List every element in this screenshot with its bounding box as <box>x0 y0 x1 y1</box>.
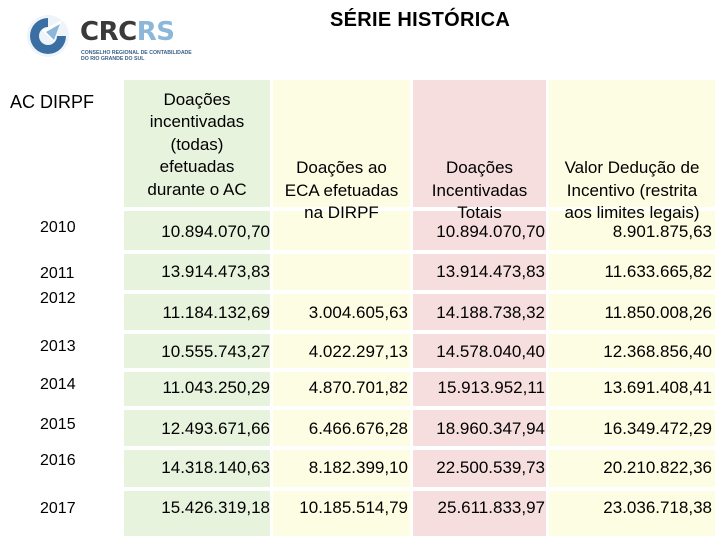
brand-name: CRCRS <box>80 17 175 47</box>
table-cell: 13.691.408,41 <box>603 378 712 397</box>
row-header: AC DIRPF <box>0 78 122 208</box>
table-cell: 23.036.718,38 <box>603 498 712 517</box>
row-separator <box>122 290 718 294</box>
table-cell: 10.894.070,70 <box>161 222 270 241</box>
brand-subtitle-2: DO RIO GRANDE DO SUL <box>81 56 145 62</box>
table-cell: 6.466.676,28 <box>308 419 408 438</box>
row-separator <box>122 446 718 450</box>
row-separator <box>122 487 718 491</box>
column-header-1: Doações incentivadas (todas) efetuadas d… <box>124 86 270 204</box>
column-header-3: Doações Incentivadas Totais <box>413 86 546 250</box>
table-cell: 16.349.472,29 <box>603 419 712 438</box>
column-header-line: Incentivo (restrita <box>566 180 698 200</box>
column-header-line: ECA efetuadas <box>284 180 399 200</box>
table-cell: 15.426.319,18 <box>161 498 270 517</box>
column-header-line: Incentivadas <box>431 180 528 200</box>
year-label: 2016 <box>40 452 76 469</box>
brand-subtitle-1: CONSELHO REGIONAL DE CONTABILIDADE <box>81 50 192 56</box>
table-cell: 22.500.539,73 <box>436 458 545 477</box>
column-header-line: (todas) <box>170 134 224 154</box>
table-cell: 11.043.250,29 <box>162 378 270 397</box>
crcrs-emblem-icon <box>27 15 69 57</box>
year-label: 2015 <box>40 416 76 433</box>
table-cell: 10.185.514,79 <box>299 498 408 517</box>
table-cell: 14.188.738,32 <box>436 303 545 322</box>
row-separator <box>122 207 718 211</box>
column-header-line: na DIRPF <box>304 203 379 223</box>
year-label: 2012 <box>40 290 76 307</box>
table-cell: 15.913.952,11 <box>437 378 545 397</box>
table-cell: 14.578.040,40 <box>436 342 545 361</box>
table-cell: 10.555.743,27 <box>161 342 270 361</box>
table-cell: 20.210.822,36 <box>603 458 712 477</box>
table-cell: 3.004.605,63 <box>308 303 408 322</box>
row-header-label: AC DIRPF <box>10 92 95 112</box>
brand-rs: RS <box>136 17 175 47</box>
year-label: 2017 <box>40 500 76 517</box>
table-cell: 4.022.297,13 <box>308 342 408 361</box>
year-label: 2013 <box>40 338 76 355</box>
column-header-line: durante o AC <box>147 179 247 199</box>
column-header-line: Doações ao <box>296 158 387 178</box>
table-cell: 13.914.473,83 <box>436 262 545 281</box>
column-bg-1 <box>124 80 270 536</box>
column-header-line: Doações <box>445 158 514 178</box>
table-cell: 8.182.399,10 <box>308 458 408 477</box>
table-cell: 14.318.140,63 <box>161 458 270 477</box>
column-bg-3 <box>413 80 546 536</box>
table-cell: 12.368.856,40 <box>603 342 712 361</box>
table-cell: 13.914.473,83 <box>161 262 270 281</box>
brand-crc: CRC <box>80 17 137 47</box>
table-cell: 8.901.875,63 <box>612 222 712 241</box>
table-cell: 11.850.008,26 <box>604 303 712 322</box>
column-bg-2 <box>273 80 410 536</box>
column-header-2: Doações ao ECA efetuadas na DIRPF <box>273 86 410 250</box>
row-separator <box>122 250 718 254</box>
column-header-line: Doações <box>163 89 231 109</box>
column-header-line: Totais <box>457 203 502 223</box>
year-label: 2010 <box>40 219 76 236</box>
table-cell: 4.870.701,82 <box>308 378 408 397</box>
row-separator <box>122 368 718 372</box>
table-cell: 25.611.833,97 <box>437 498 545 517</box>
table-cell: 11.633.665,82 <box>604 262 712 281</box>
year-label: 2014 <box>40 376 76 393</box>
column-header-line: incentivadas <box>149 112 245 132</box>
page-title: SÉRIE HISTÓRICA <box>330 9 511 31</box>
column-header-line: Valor Dedução de <box>564 158 700 178</box>
column-header-line: aos limites legais) <box>564 203 700 223</box>
column-header-4: Valor Dedução de Incentivo (restrita aos… <box>549 86 715 250</box>
table-cell: 18.960.347,94 <box>436 419 545 438</box>
table-cell: 11.184.132,69 <box>162 303 270 322</box>
row-separator <box>122 406 718 410</box>
table-cell: 12.493.671,66 <box>161 419 270 438</box>
table-cell: 10.894.070,70 <box>436 222 545 241</box>
row-separator <box>122 330 718 334</box>
column-bg-4 <box>549 80 715 536</box>
crcrs-logo: CRCRS CONSELHO REGIONAL DE CONTABILIDADE… <box>24 12 224 64</box>
year-label: 2011 <box>40 265 75 282</box>
column-header-line: efetuadas <box>159 157 235 177</box>
